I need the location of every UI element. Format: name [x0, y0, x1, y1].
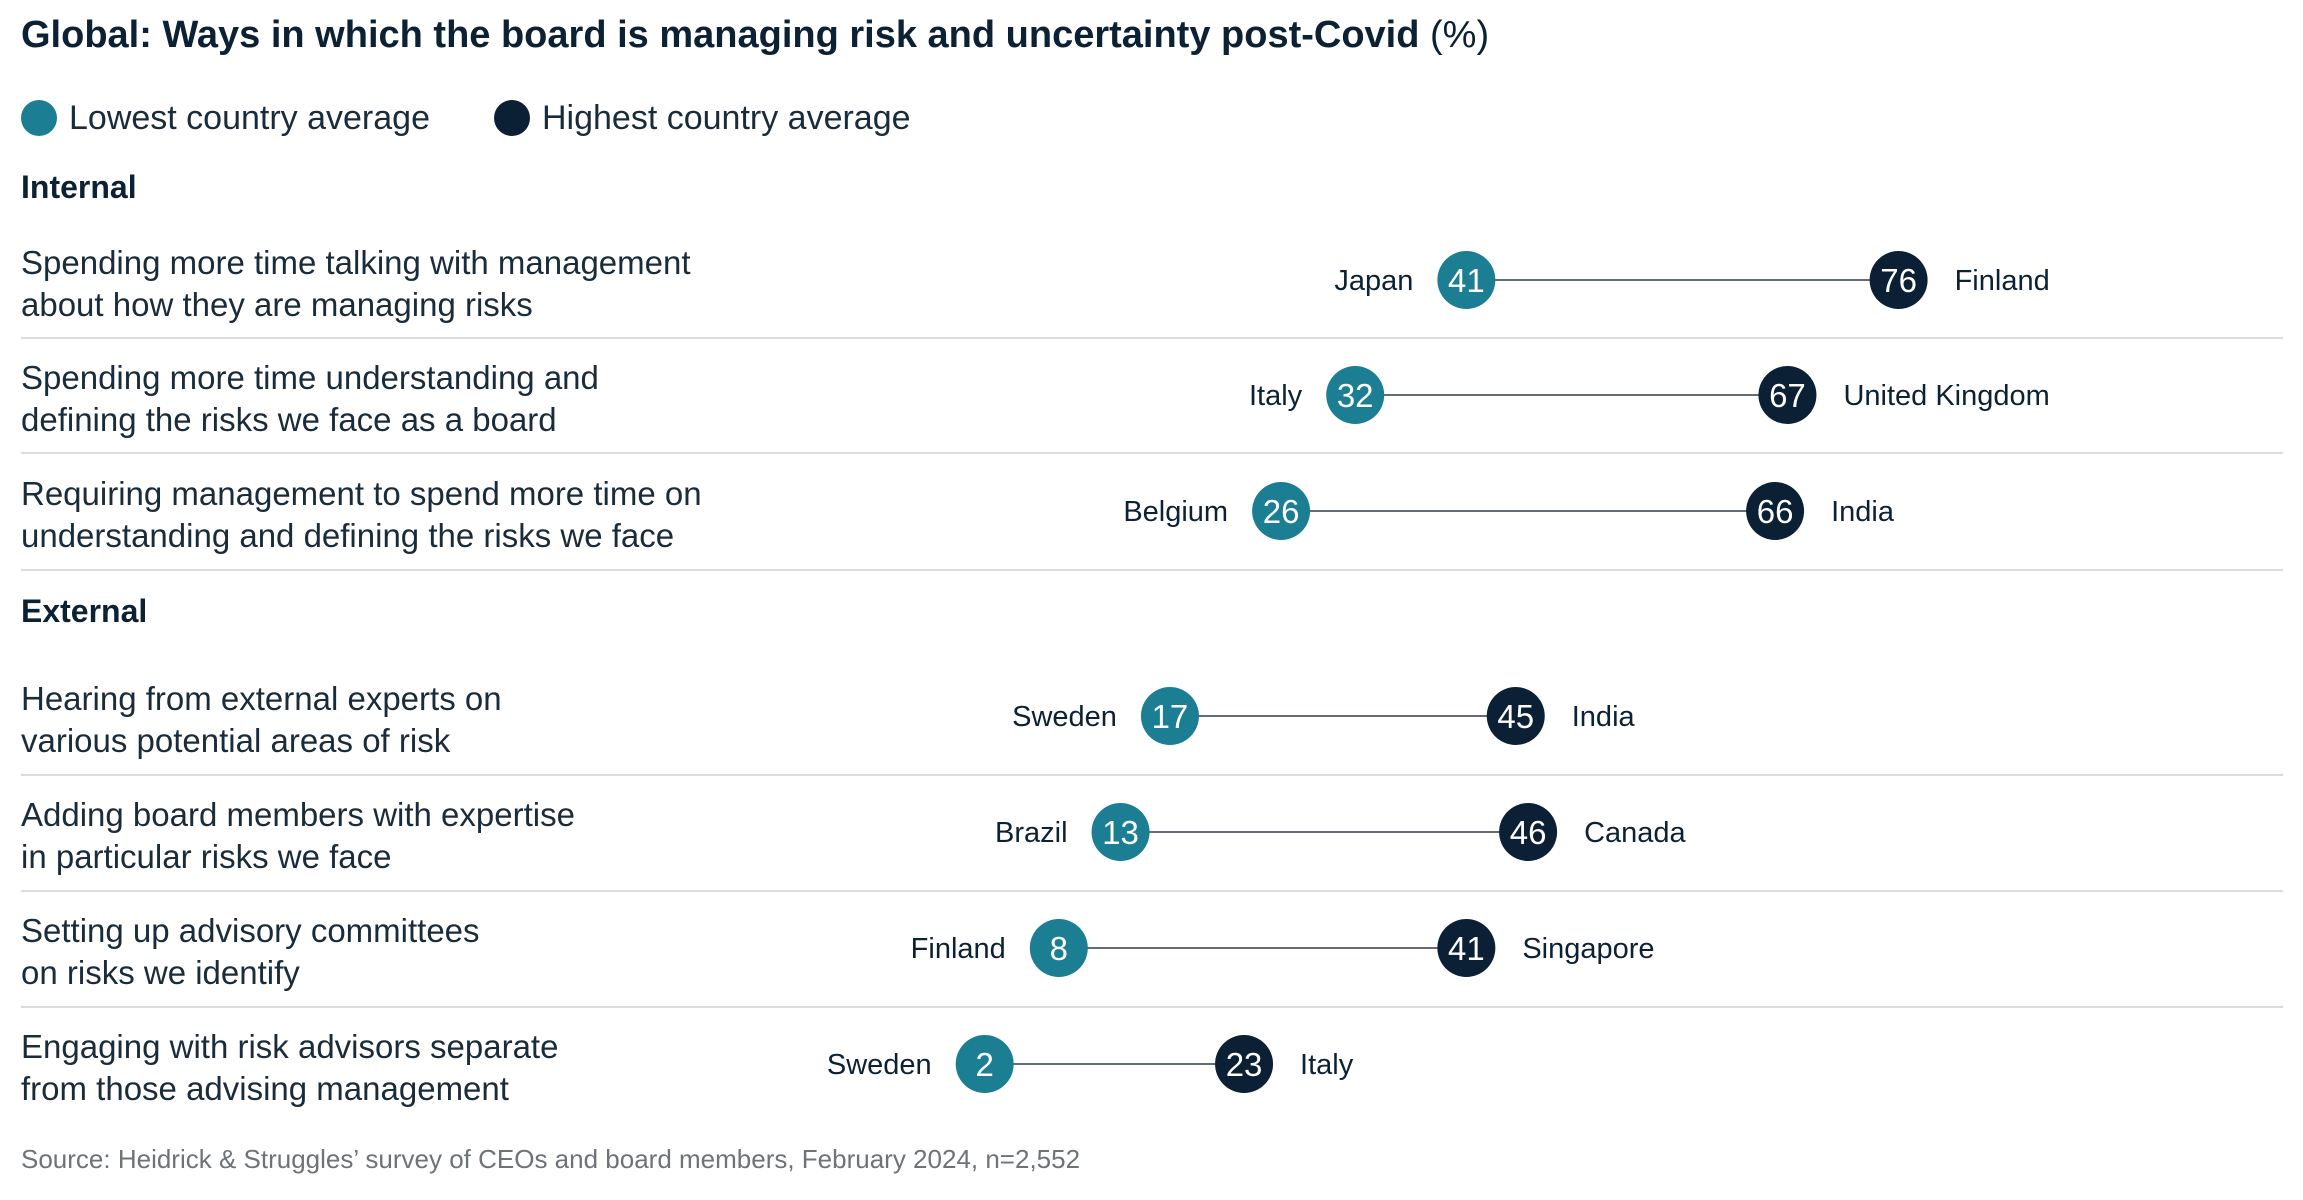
- low-value-dot: [1252, 482, 1311, 540]
- low-value-label: 32: [1337, 377, 1374, 414]
- low-value-dot: [1029, 919, 1088, 977]
- low-country-label: Sweden: [1012, 701, 1117, 733]
- row-label-line: Setting up advisory committees: [21, 912, 480, 949]
- chart-title-text: Global: Ways in which the board is manag…: [21, 14, 1420, 56]
- row-label-line: in particular risks we face: [21, 838, 391, 875]
- high-country-label: Canada: [1584, 817, 1686, 849]
- high-country-label: India: [1831, 496, 1895, 528]
- low-country-label: Japan: [1334, 265, 1413, 297]
- low-value-label: 2: [976, 1046, 994, 1083]
- low-country-label: Belgium: [1123, 496, 1228, 528]
- low-country-label: Italy: [1249, 380, 1303, 412]
- high-value-label: 67: [1769, 377, 1806, 414]
- high-value-label: 76: [1880, 262, 1917, 299]
- row-label-line: Spending more time talking with manageme…: [21, 244, 691, 281]
- row-label-line: understanding and defining the risks we …: [21, 517, 674, 554]
- legend: Lowest country average Highest country a…: [21, 96, 975, 140]
- row-label-line: on risks we identify: [21, 954, 300, 991]
- row-label-line: various potential areas of risk: [21, 722, 451, 759]
- row-label-line: Spending more time understanding and: [21, 359, 599, 396]
- legend-high-dot: [493, 100, 530, 136]
- high-country-label: Italy: [1300, 1049, 1354, 1081]
- legend-low-label: Lowest country average: [69, 98, 430, 137]
- low-value-dot: [1091, 803, 1150, 861]
- high-country-label: Finland: [1955, 265, 2050, 297]
- high-value-label: 23: [1226, 1046, 1263, 1083]
- high-country-label: India: [1572, 701, 1636, 733]
- chart-title-unit: (%): [1430, 14, 1490, 56]
- row-label-line: from those advising management: [21, 1070, 509, 1107]
- high-country-label: United Kingdom: [1843, 380, 2049, 412]
- high-country-label: Singapore: [1522, 933, 1654, 965]
- high-value-dot: [1869, 251, 1928, 309]
- legend-item-low: Lowest country average: [21, 99, 430, 138]
- high-value-label: 45: [1497, 698, 1534, 735]
- low-country-label: Brazil: [995, 817, 1068, 849]
- legend-item-high: Highest country average: [493, 98, 911, 138]
- row-label-line: Engaging with risk advisors separate: [21, 1028, 558, 1065]
- row-label-line: Requiring management to spend more time …: [21, 475, 702, 512]
- row-label-line: defining the risks we face as a board: [21, 401, 557, 438]
- row-label-line: Adding board members with expertise: [21, 796, 575, 833]
- row-label-line: Hearing from external experts on: [21, 680, 502, 717]
- legend-low-dot: [21, 100, 57, 136]
- high-value-label: 46: [1510, 814, 1547, 851]
- low-country-label: Finland: [911, 933, 1006, 965]
- group-heading-internal: Internal: [21, 169, 137, 205]
- low-value-label: 13: [1102, 814, 1139, 851]
- high-value-dot: [1758, 366, 1817, 424]
- chart-source: Source: Heidrick & Struggles’ survey of …: [21, 1144, 1081, 1174]
- low-value-label: 8: [1050, 930, 1068, 967]
- low-value-dot: [1140, 687, 1199, 745]
- low-value-label: 41: [1448, 262, 1485, 299]
- high-value-dot: [1746, 482, 1805, 540]
- low-value-dot: [1437, 251, 1496, 309]
- low-value-label: 26: [1263, 493, 1300, 530]
- low-value-dot: [955, 1035, 1014, 1093]
- chart-title: Global: Ways in which the board is manag…: [21, 14, 1489, 57]
- high-value-dot: [1215, 1035, 1274, 1093]
- low-country-label: Sweden: [827, 1049, 932, 1081]
- high-value-dot: [1486, 687, 1545, 745]
- low-value-dot: [1326, 366, 1385, 424]
- row-label-line: about how they are managing risks: [21, 286, 533, 323]
- legend-high-label: Highest country average: [541, 98, 911, 137]
- low-value-label: 17: [1152, 698, 1189, 735]
- high-value-dot: [1437, 919, 1496, 977]
- high-value-dot: [1499, 803, 1558, 861]
- high-value-label: 41: [1448, 930, 1485, 967]
- group-heading-external: External: [21, 593, 147, 629]
- high-value-label: 66: [1757, 493, 1794, 530]
